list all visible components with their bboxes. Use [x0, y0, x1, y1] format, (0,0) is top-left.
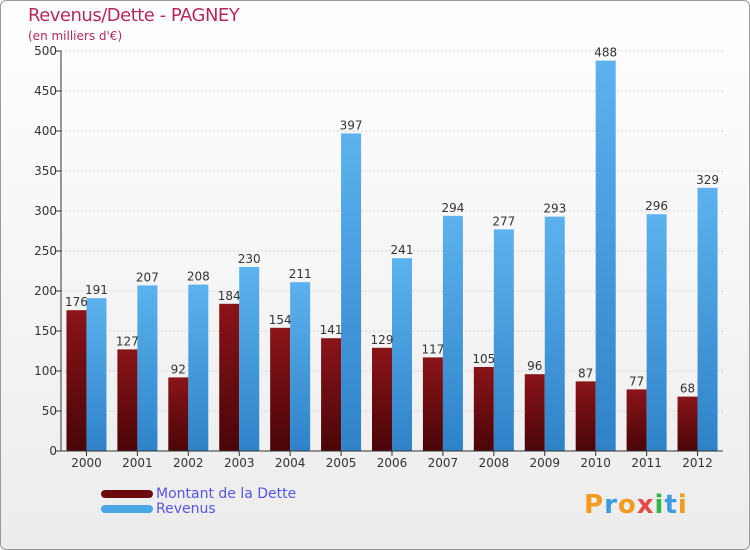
- data-label-revenue: 230: [238, 252, 261, 266]
- logo-letter: t: [664, 490, 678, 520]
- logo-letter: o: [617, 490, 637, 520]
- bar-debt: [168, 377, 189, 451]
- data-label-debt: 92: [171, 362, 186, 376]
- data-label-revenue: 277: [492, 214, 515, 228]
- x-tick-label: 2000: [71, 456, 102, 470]
- legend-label-revenue: Revenus: [156, 501, 216, 517]
- data-label-revenue: 294: [441, 201, 464, 215]
- chart-subtitle: (en milliers d'€): [28, 29, 123, 43]
- x-tick-label: 2009: [529, 456, 560, 470]
- legend-swatch-debt: [101, 490, 153, 498]
- logo-letter: P: [584, 490, 605, 520]
- bar-debt: [677, 396, 698, 451]
- data-label-debt: 129: [371, 333, 394, 347]
- data-label-debt: 77: [629, 374, 644, 388]
- bar-revenue: [188, 284, 209, 451]
- bar-debt: [575, 381, 596, 451]
- bar-revenue: [697, 187, 718, 452]
- data-label-debt: 141: [320, 323, 343, 337]
- data-label-revenue: 191: [85, 283, 108, 297]
- data-label-debt: 68: [680, 382, 695, 396]
- data-label-revenue: 296: [645, 199, 668, 213]
- bar-debt: [117, 349, 138, 451]
- data-label-debt: 184: [218, 289, 241, 303]
- data-label-debt: 117: [421, 342, 444, 356]
- legend-label-debt: Montant de la Dette: [156, 486, 297, 502]
- data-label-debt: 154: [269, 313, 292, 327]
- bar-debt: [321, 338, 342, 451]
- bar-revenue: [137, 285, 158, 451]
- logo-letter: x: [636, 490, 655, 520]
- bar-revenue: [646, 214, 667, 451]
- bar-debt: [219, 303, 240, 451]
- bar-revenue: [86, 298, 107, 451]
- x-tick-label: 2011: [631, 456, 662, 470]
- y-tick-label: 250: [34, 244, 57, 258]
- logo-letter: r: [604, 490, 618, 520]
- bar-revenue: [341, 133, 362, 451]
- x-tick-label: 2012: [682, 456, 713, 470]
- x-tick-label: 2005: [326, 456, 357, 470]
- x-tick-label: 2002: [173, 456, 204, 470]
- data-label-debt: 87: [578, 366, 593, 380]
- x-tick-label: 2001: [122, 456, 153, 470]
- data-label-debt: 176: [65, 295, 88, 309]
- y-tick-label: 50: [42, 404, 57, 418]
- bar-debt: [270, 327, 291, 451]
- data-label-debt: 105: [472, 352, 495, 366]
- data-label-revenue: 488: [594, 46, 617, 60]
- x-tick-label: 2003: [224, 456, 255, 470]
- bar-revenue: [239, 267, 260, 451]
- bar-revenue: [392, 258, 412, 451]
- data-label-revenue: 207: [136, 270, 159, 284]
- x-tick-label: 2008: [479, 456, 510, 470]
- data-label-revenue: 208: [187, 270, 210, 284]
- proxiti-logo: Proxiti: [584, 490, 688, 520]
- bar-revenue: [442, 215, 463, 451]
- y-tick-label: 400: [34, 124, 57, 138]
- y-tick-label: 150: [34, 324, 57, 338]
- bar-revenue: [290, 282, 311, 451]
- y-tick-label: 300: [34, 204, 57, 218]
- y-tick-label: 200: [34, 284, 57, 298]
- x-tick-label: 2006: [377, 456, 408, 470]
- bar-debt: [372, 347, 392, 451]
- bar-revenue: [595, 60, 616, 451]
- data-label-debt: 127: [116, 334, 139, 348]
- y-tick-label: 450: [34, 84, 57, 98]
- y-tick-label: 0: [49, 444, 57, 458]
- bar-debt: [626, 389, 647, 451]
- data-label-revenue: 211: [289, 267, 312, 281]
- data-label-revenue: 329: [696, 173, 719, 187]
- legend-swatch-revenue: [101, 505, 153, 513]
- y-tick-label: 100: [34, 364, 57, 378]
- data-label-debt: 96: [527, 359, 542, 373]
- logo-letter: i: [677, 490, 688, 520]
- bar-debt: [524, 374, 545, 451]
- data-label-revenue: 241: [391, 243, 414, 257]
- y-tick-label: 350: [34, 164, 57, 178]
- x-tick-label: 2004: [275, 456, 306, 470]
- data-label-revenue: 397: [340, 118, 363, 132]
- logo-letter: i: [654, 490, 665, 520]
- y-tick-label: 500: [34, 44, 57, 58]
- bar-debt: [66, 310, 87, 451]
- data-label-revenue: 293: [543, 202, 566, 216]
- bar-revenue: [544, 216, 565, 451]
- bar-debt: [473, 367, 494, 451]
- x-tick-label: 2010: [580, 456, 611, 470]
- bar-revenue: [493, 229, 514, 451]
- chart-title: Revenus/Dette - PAGNEY: [28, 5, 240, 26]
- bar-debt: [422, 357, 443, 451]
- x-tick-label: 2007: [428, 456, 459, 470]
